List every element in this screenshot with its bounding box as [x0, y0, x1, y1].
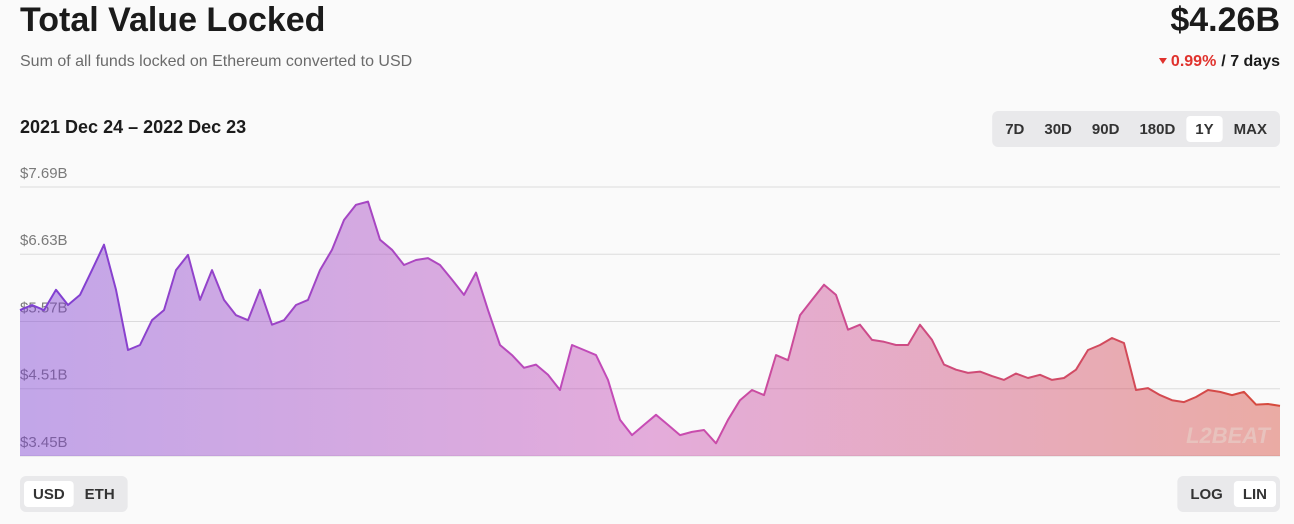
switch-option[interactable]: LOG	[1181, 481, 1232, 507]
option-background[interactable]	[24, 481, 74, 507]
area-fill	[20, 201, 1280, 456]
option-label[interactable]: 180D	[1139, 121, 1175, 138]
option-label[interactable]: MAX	[1234, 121, 1267, 138]
y-tick-label: $7.69B	[20, 165, 68, 182]
option-background[interactable]	[1233, 481, 1276, 507]
switch-option[interactable]: 180D	[1130, 116, 1184, 142]
switch-option[interactable]: 7D	[996, 116, 1033, 142]
scale-switch: LOG LIN	[1177, 476, 1280, 512]
currency-switch: USD ETH	[20, 476, 128, 512]
option-label[interactable]: LIN	[1243, 486, 1267, 503]
tvl-line	[19, 200, 1281, 445]
chart: $3.45B$4.51B$5.57B$6.63B$7.69B	[19, 165, 1281, 457]
total-value: $4.26B	[1170, 1, 1280, 39]
title: Total Value Locked	[20, 1, 325, 39]
switch-option[interactable]: MAX	[1225, 116, 1276, 142]
option-label[interactable]: 30D	[1044, 121, 1072, 138]
switch-option[interactable]: USD	[24, 481, 74, 507]
date-range: 2021 Dec 24 – 2022 Dec 23	[20, 117, 246, 137]
option-label[interactable]: USD	[33, 486, 65, 503]
y-tick-label: $6.63B	[20, 232, 68, 249]
switch-option[interactable]: 90D	[1083, 116, 1129, 142]
option-background[interactable]	[1186, 116, 1223, 142]
option-label[interactable]: 1Y	[1195, 121, 1213, 138]
down-arrow	[1158, 58, 1167, 64]
watermark: L2BEAT	[1186, 423, 1271, 448]
switch-option[interactable]: 30D	[1035, 116, 1081, 142]
option-label[interactable]: LOG	[1190, 486, 1223, 503]
time_range-switch: 7D 30D 90D 180D 1Y MAX	[992, 111, 1280, 147]
change-percent: 0.99%	[1171, 53, 1216, 70]
switch-option[interactable]: LIN	[1233, 481, 1276, 507]
option-label[interactable]: 90D	[1092, 121, 1120, 138]
switch-option[interactable]: 1Y	[1186, 116, 1223, 142]
change-period: / 7 days	[1221, 53, 1280, 70]
subtitle: Sum of all funds locked on Ethereum conv…	[20, 53, 412, 70]
option-label[interactable]: ETH	[85, 486, 115, 503]
option-label[interactable]: 7D	[1005, 121, 1024, 138]
switch-option[interactable]: ETH	[76, 481, 124, 507]
